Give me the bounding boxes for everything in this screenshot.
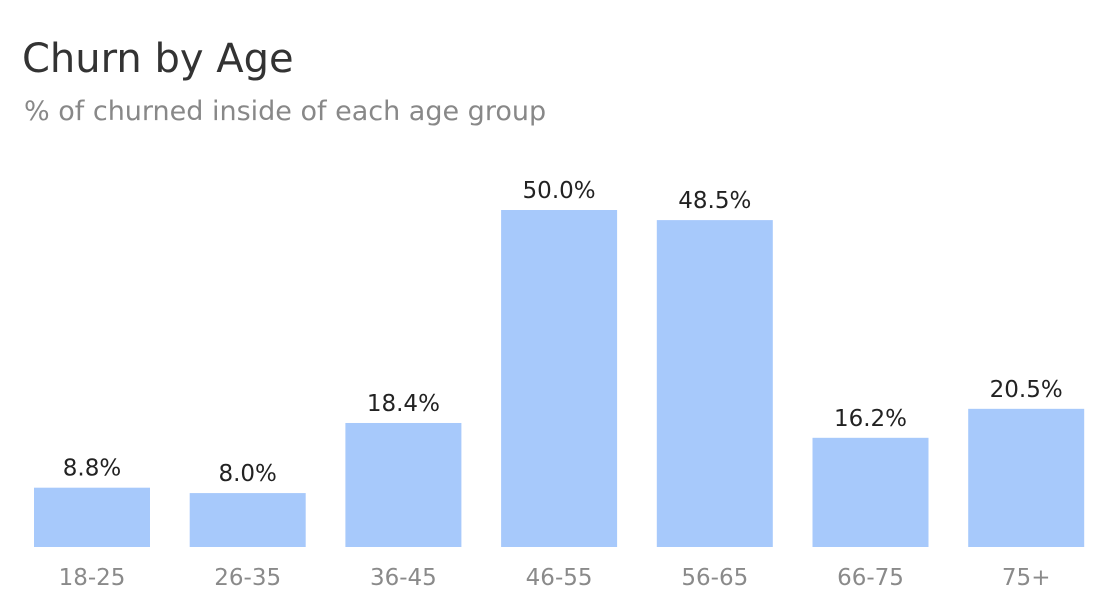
x-tick-label-36-45: 36-45: [370, 565, 437, 591]
value-label-18-25: 8.8%: [63, 456, 121, 482]
bar-46-55: [501, 210, 618, 547]
x-tick-label-26-35: 26-35: [214, 565, 281, 591]
x-tick-label-46-55: 46-55: [526, 565, 593, 591]
x-tick-label-66-75: 66-75: [837, 565, 904, 591]
value-label-75+: 20.5%: [990, 377, 1063, 403]
x-tick-label-56-65: 56-65: [681, 565, 748, 591]
chart-subtitle: % of churned inside of each age group: [24, 96, 547, 127]
value-label-66-75: 16.2%: [834, 406, 907, 432]
bar-66-75: [812, 437, 929, 547]
x-tick-label-75+: 75+: [1002, 565, 1051, 591]
value-label-46-55: 50.0%: [523, 178, 596, 204]
bar-36-45: [345, 422, 462, 547]
bar-18-25: [34, 487, 150, 547]
chart-title: Churn by Age: [22, 36, 294, 82]
value-label-56-65: 48.5%: [678, 188, 751, 214]
bar-75+: [968, 408, 1085, 547]
bar-56-65: [656, 220, 773, 548]
x-tick-label-18-25: 18-25: [59, 565, 126, 591]
bar-26-35: [189, 493, 306, 547]
value-label-26-35: 8.0%: [218, 461, 276, 487]
value-label-36-45: 18.4%: [367, 391, 440, 417]
